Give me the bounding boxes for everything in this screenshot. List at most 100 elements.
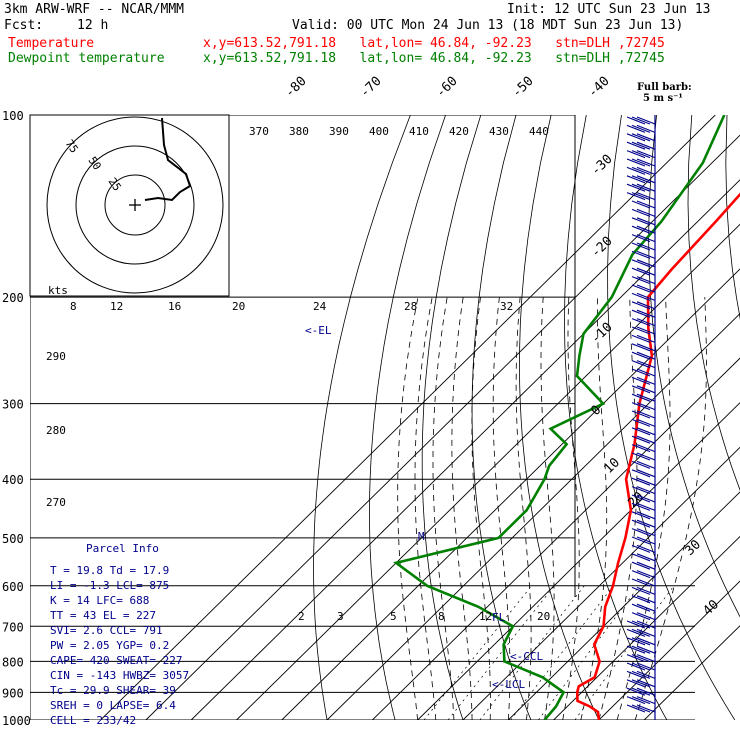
wind-barb bbox=[636, 586, 656, 595]
dry-adiabat bbox=[471, 115, 532, 720]
wind-barb bbox=[631, 620, 651, 629]
wind-barb bbox=[636, 242, 656, 251]
wind-barb bbox=[636, 318, 656, 327]
parcel-info-row: SREH = 0 LAPSE= 6.4 bbox=[50, 699, 176, 712]
wind-barb bbox=[631, 141, 651, 150]
wind-barb bbox=[631, 687, 651, 696]
wind-barb bbox=[631, 502, 651, 511]
parcel-info-row: T = 19.8 Td = 17.9 bbox=[50, 564, 169, 577]
wind-barb bbox=[631, 679, 651, 688]
isotherm bbox=[145, 134, 740, 720]
hodograph-trace bbox=[144, 117, 192, 202]
wind-barb bbox=[626, 124, 646, 133]
wind-barb bbox=[631, 133, 651, 142]
wind-barb bbox=[631, 124, 651, 133]
wind-barb bbox=[636, 687, 656, 696]
wind-barb bbox=[631, 511, 651, 520]
wind-barb bbox=[631, 452, 651, 461]
moist-adiabat bbox=[492, 297, 511, 720]
wind-barb bbox=[631, 586, 651, 595]
wind-barb bbox=[631, 225, 651, 234]
moist-adiabat bbox=[515, 297, 532, 720]
wind-barb bbox=[636, 200, 656, 209]
wind-barb bbox=[631, 519, 651, 528]
wind-barb bbox=[636, 418, 656, 427]
wind-barb bbox=[631, 486, 651, 495]
isotherm-label: 40 bbox=[700, 597, 722, 619]
wind-barb bbox=[636, 326, 656, 335]
isotherm-label: -20 bbox=[588, 234, 615, 261]
isotherm bbox=[598, 580, 740, 720]
wind-barb bbox=[636, 124, 656, 133]
isotherm bbox=[417, 402, 740, 720]
moist-adiabat bbox=[451, 297, 473, 720]
wind-barb bbox=[631, 704, 651, 713]
wind-barb bbox=[631, 603, 651, 612]
wind-barb bbox=[626, 687, 646, 696]
moist-adiabat bbox=[634, 297, 707, 720]
pressure-label: 700 bbox=[2, 620, 24, 634]
dry-adiabat bbox=[564, 115, 668, 720]
wind-barb bbox=[631, 284, 651, 293]
mixing-ratio-line bbox=[538, 585, 640, 720]
wind-barb bbox=[636, 276, 656, 285]
moist-adiabat bbox=[562, 297, 580, 720]
dry-adiabat bbox=[421, 115, 482, 720]
wind-barb bbox=[631, 368, 651, 377]
wind-barb bbox=[631, 318, 651, 327]
pressure-label: 200 bbox=[2, 291, 24, 305]
hodograph-ring bbox=[75, 145, 195, 265]
wind-barb bbox=[636, 704, 656, 713]
wind-barb bbox=[631, 628, 651, 637]
wind-barb bbox=[626, 628, 646, 637]
wind-barb bbox=[631, 553, 651, 562]
wind-barb bbox=[631, 570, 651, 579]
wind-barb bbox=[636, 116, 656, 125]
theta-label: 440 bbox=[529, 125, 549, 138]
wind-barb bbox=[631, 654, 651, 663]
wind-barb bbox=[631, 158, 651, 167]
isotherm-label: -60 bbox=[433, 74, 460, 101]
pressure-label: 600 bbox=[2, 580, 24, 594]
wind-barb bbox=[631, 435, 651, 444]
wind-barb bbox=[636, 368, 656, 377]
isotherm bbox=[100, 115, 716, 720]
level-marker: <-LCL bbox=[492, 678, 525, 691]
wind-barb bbox=[636, 385, 656, 394]
temperature-legend: Temperature bbox=[8, 36, 95, 51]
isotherm bbox=[507, 491, 740, 720]
wind-barb bbox=[626, 654, 646, 663]
pressure-label: 900 bbox=[2, 686, 24, 700]
isotherm-label: -80 bbox=[282, 74, 309, 101]
wind-barb bbox=[636, 570, 656, 579]
isotherm-label: 30 bbox=[682, 537, 704, 559]
mixing-ratio-line bbox=[510, 585, 614, 720]
wind-barb bbox=[636, 544, 656, 553]
parcel-info-row: CAPE= 420 SWEAT= 227 bbox=[50, 654, 182, 667]
theta-label: 380 bbox=[289, 125, 309, 138]
wind-barb bbox=[636, 292, 656, 301]
wind-barb bbox=[626, 141, 646, 150]
wind-barb bbox=[631, 427, 651, 436]
wind-barb bbox=[626, 637, 646, 646]
wind-barb bbox=[631, 351, 651, 360]
wind-barb bbox=[631, 637, 651, 646]
wind-barb bbox=[631, 276, 651, 285]
wind-barb bbox=[631, 670, 651, 679]
isotherm-label: -30 bbox=[588, 152, 615, 179]
dry-adiabat bbox=[607, 115, 736, 720]
mixing-ratio-low-label: 5 bbox=[390, 610, 397, 623]
parcel-info-title: Parcel Info bbox=[86, 542, 159, 555]
isotherm bbox=[326, 312, 740, 720]
wind-barb bbox=[631, 116, 651, 125]
wind-barb bbox=[636, 376, 656, 385]
wind-barb bbox=[636, 469, 656, 478]
wind-barb bbox=[631, 662, 651, 671]
wind-barb bbox=[636, 553, 656, 562]
wind-barb bbox=[626, 704, 646, 713]
parcel-info-row: PW = 2.05 YGP= 0.2 bbox=[50, 639, 169, 652]
wind-barb bbox=[636, 192, 656, 201]
barb-units: 5 m s⁻¹ bbox=[643, 93, 683, 104]
wind-barb bbox=[636, 561, 656, 570]
